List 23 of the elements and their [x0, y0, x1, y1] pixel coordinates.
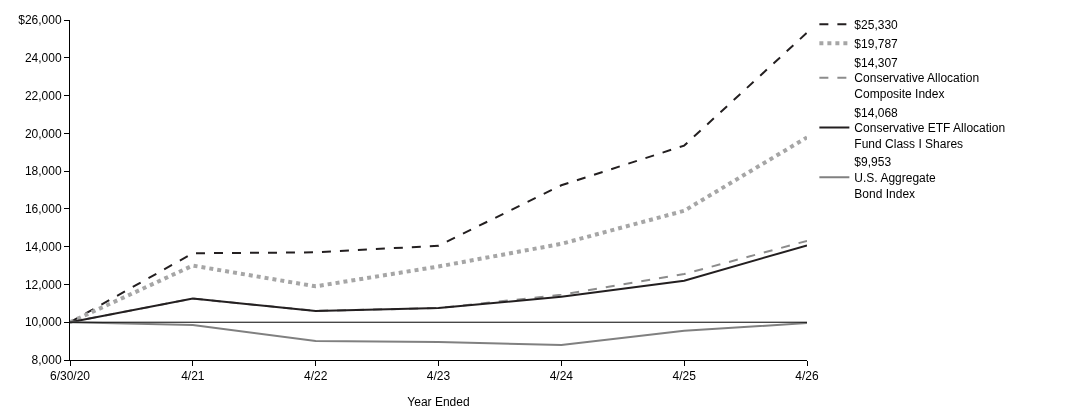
x-tick-label: 4/25 — [672, 369, 697, 384]
y-tick-label: 24,000 — [24, 50, 62, 65]
x-tick-label: 4/26 — [795, 369, 819, 384]
x-axis-title: Year Ended — [407, 395, 470, 410]
y-tick-label: 22,000 — [24, 88, 62, 103]
legend-label: $14,068 Conservative ETF Allocation Fund Class I Shares — [854, 105, 1006, 151]
y-tick-label: 10,000 — [24, 315, 62, 330]
x-tick-label: 4/23 — [426, 369, 451, 384]
y-tick-label: $26,000 — [18, 13, 62, 28]
legend-label: $14,307 Conservative Allocation Composite Index — [854, 55, 980, 101]
y-tick-label: 8,000 — [31, 353, 62, 368]
x-tick-label: 4/24 — [549, 369, 574, 384]
legend-label: $19,787 — [854, 36, 899, 51]
y-tick-label: 14,000 — [24, 239, 62, 254]
y-tick-label: 16,000 — [24, 202, 62, 217]
y-tick-label: 18,000 — [24, 164, 62, 179]
x-tick-label: 4/22 — [303, 369, 328, 384]
legend-label: $25,330 — [854, 17, 899, 32]
legend-label: $9,953 U.S. Aggregate Bond Index — [854, 155, 937, 201]
x-tick-label: 4/21 — [181, 369, 205, 384]
y-tick-label: 12,000 — [24, 277, 62, 292]
y-tick-label: 20,000 — [24, 126, 62, 141]
x-tick-label: 6/30/20 — [49, 369, 91, 384]
